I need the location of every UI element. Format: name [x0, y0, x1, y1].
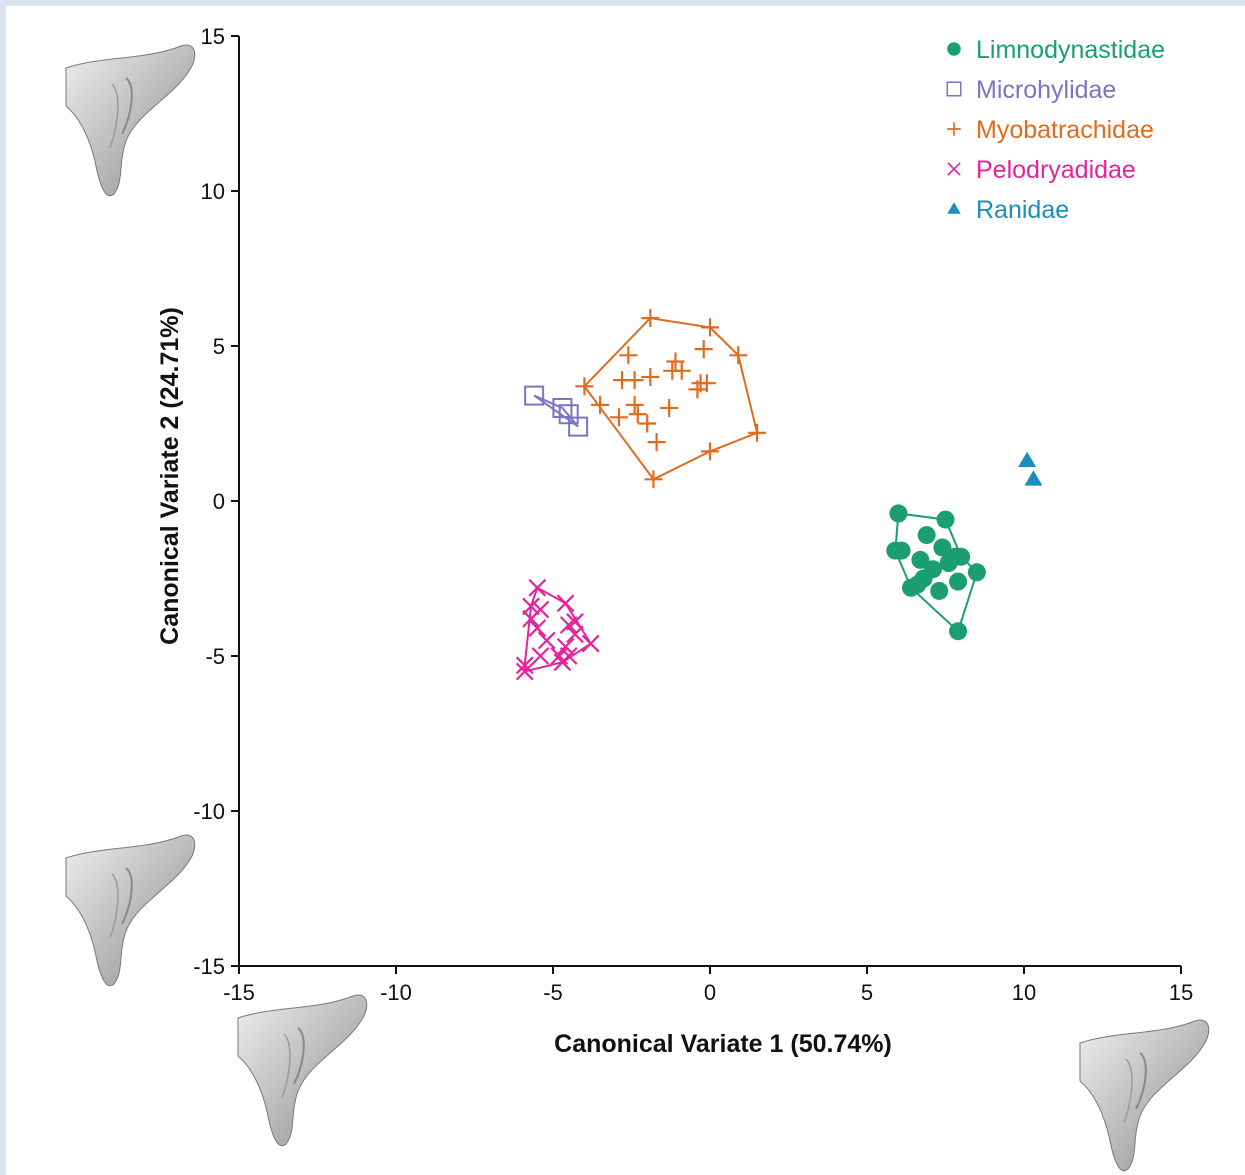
- legend-label-limnodynastidae: Limnodynastidae: [976, 36, 1165, 64]
- point-myobatrachidae: [663, 361, 682, 380]
- y-tick-label: -10: [193, 799, 225, 824]
- figure-frame: -15 -10 -5 0 5 10 15 -15 -10 -5 0 5 10 15 Limnodynast…: [6, 6, 1245, 1175]
- legend-item-microhylidae: Microhylidae: [946, 76, 1116, 104]
- point-pelodryadidae: [550, 647, 569, 665]
- point-myobatrachidae: [641, 368, 660, 386]
- point-microhylidae: [552, 398, 573, 418]
- point-pelodryadidae: [566, 625, 584, 644]
- point-limnodynastidae: [901, 578, 920, 597]
- point-myobatrachidae: [701, 442, 719, 461]
- point-microhylidae: [568, 416, 589, 437]
- legend-marker-ranidae: [947, 202, 961, 214]
- y-tick-label: -5: [205, 644, 225, 669]
- point-pelodryadidae: [556, 637, 575, 656]
- y-tick-label: 15: [201, 24, 225, 49]
- point-limnodynastidae: [917, 526, 936, 545]
- point-myobatrachidae: [644, 470, 663, 489]
- x-axis-title: Canonical Variate 1 (50.74%): [554, 1030, 892, 1058]
- legend-item-ranidae: Ranidae: [947, 196, 1069, 224]
- point-pelodryadidae: [556, 594, 575, 613]
- point-myobatrachidae: [647, 433, 666, 452]
- point-pelodryadidae: [581, 634, 600, 653]
- point-ranidae: [1018, 451, 1037, 467]
- data-points: [515, 309, 1043, 681]
- point-myobatrachidae: [575, 377, 594, 396]
- y-tick-label: 5: [213, 334, 225, 359]
- point-limnodynastidae: [967, 563, 986, 582]
- point-limnodynastidae: [949, 622, 968, 641]
- bone-image-top-left: [65, 44, 196, 197]
- point-pelodryadidae: [522, 597, 540, 616]
- x-tick-label: 10: [1012, 980, 1036, 1005]
- point-myobatrachidae: [641, 309, 660, 328]
- legend: Limnodynastidae Microhylidae Myobatrachida…: [946, 36, 1165, 224]
- point-myobatrachidae: [694, 340, 713, 359]
- hull-myobatrachidae: [583, 317, 759, 481]
- legend-item-myobatrachidae: Myobatrachidae: [947, 116, 1154, 144]
- point-pelodryadidae: [515, 656, 534, 675]
- point-limnodynastidae: [930, 581, 949, 600]
- x-tick-label: 0: [704, 980, 716, 1005]
- point-microhylidae: [524, 385, 545, 406]
- point-pelodryadidae: [515, 662, 534, 681]
- x-tick-label: 5: [861, 980, 873, 1005]
- point-pelodryadidae: [531, 647, 550, 665]
- y-axis-title: Canonical Variate 2 (24.71%): [156, 307, 184, 645]
- convex-hulls: [523, 317, 979, 673]
- point-myobatrachidae: [625, 395, 644, 414]
- bone-image-bottom-right: [1079, 1019, 1210, 1172]
- legend-item-limnodynastidae: Limnodynastidae: [947, 36, 1165, 64]
- point-myobatrachidae: [748, 423, 767, 442]
- legend-item-pelodryadidae: Pelodryadidae: [947, 156, 1136, 184]
- y-tick-label: 0: [213, 489, 225, 514]
- point-myobatrachidae: [591, 395, 610, 414]
- x-tick-label: -5: [543, 980, 563, 1005]
- point-myobatrachidae: [638, 414, 657, 433]
- legend-label-ranidae: Ranidae: [976, 196, 1069, 224]
- y-tick-label: -15: [193, 954, 225, 979]
- point-limnodynastidae: [936, 510, 955, 529]
- point-myobatrachidae: [701, 318, 719, 337]
- legend-label-pelodryadidae: Pelodryadidae: [976, 156, 1136, 184]
- point-limnodynastidae: [949, 572, 968, 591]
- legend-label-microhylidae: Microhylidae: [976, 76, 1116, 104]
- point-limnodynastidae: [889, 504, 908, 523]
- cv-scatter-chart: -15 -10 -5 0 5 10 15 -15 -10 -5 0 5 10 15 Limnodynast…: [65, 24, 1210, 1172]
- point-pelodryadidae: [566, 613, 584, 631]
- point-pelodryadidae: [528, 578, 547, 597]
- point-pelodryadidae: [522, 609, 540, 628]
- point-pelodryadidae: [553, 653, 572, 672]
- point-myobatrachidae: [660, 399, 679, 417]
- point-pelodryadidae: [559, 616, 578, 634]
- point-myobatrachidae: [697, 374, 716, 393]
- x-tick-label: -15: [223, 980, 255, 1005]
- axes: -15 -10 -5 0 5 10 15 -15 -10 -5 0 5 10 15: [193, 24, 1193, 1005]
- point-limnodynastidae: [911, 550, 930, 569]
- point-myobatrachidae: [609, 408, 628, 427]
- point-pelodryadidae: [537, 631, 556, 650]
- bone-image-bottom-left: [65, 834, 196, 987]
- legend-marker-myobatrachidae: [947, 122, 961, 136]
- legend-label-myobatrachidae: Myobatrachidae: [976, 116, 1154, 144]
- legend-marker-microhylidae: [946, 81, 962, 97]
- legend-marker-pelodryadidae: [947, 162, 961, 176]
- point-ranidae: [1024, 470, 1043, 486]
- point-myobatrachidae: [625, 371, 644, 390]
- point-limnodynastidae: [952, 547, 971, 566]
- bone-image-bottom-center: [237, 994, 368, 1147]
- x-tick-label: 15: [1169, 980, 1193, 1005]
- point-myobatrachidae: [619, 346, 638, 365]
- point-limnodynastidae: [892, 541, 911, 560]
- y-tick-label: 10: [201, 179, 225, 204]
- point-pelodryadidae: [528, 619, 547, 637]
- point-myobatrachidae: [628, 405, 647, 424]
- point-myobatrachidae: [729, 346, 748, 365]
- point-myobatrachidae: [688, 380, 707, 399]
- legend-marker-limnodynastidae: [947, 42, 961, 56]
- point-limnodynastidae: [933, 538, 952, 557]
- point-myobatrachidae: [666, 352, 685, 371]
- x-tick-label: -10: [380, 980, 412, 1005]
